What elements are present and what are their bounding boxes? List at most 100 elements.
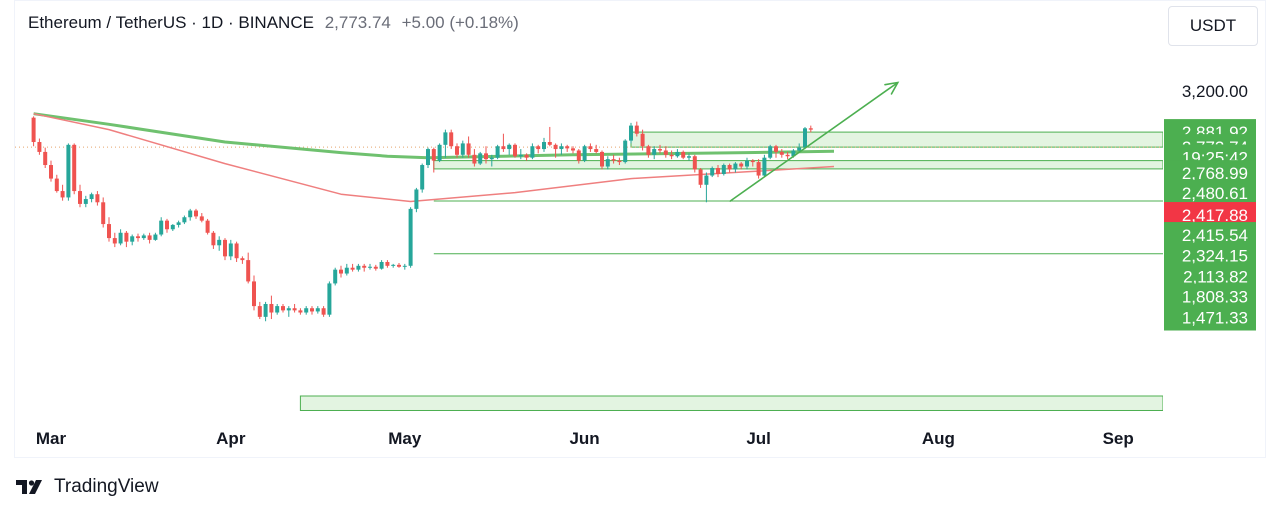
candle[interactable] bbox=[286, 308, 291, 311]
candle[interactable] bbox=[362, 265, 367, 268]
candle[interactable] bbox=[37, 142, 42, 152]
candle[interactable] bbox=[153, 234, 158, 240]
candle[interactable] bbox=[774, 146, 778, 152]
candle[interactable] bbox=[170, 224, 175, 230]
candle[interactable] bbox=[66, 144, 71, 198]
candle[interactable] bbox=[240, 258, 245, 261]
candle[interactable] bbox=[652, 149, 657, 155]
candle[interactable] bbox=[205, 220, 210, 233]
candle[interactable] bbox=[118, 232, 123, 244]
candle[interactable] bbox=[275, 306, 280, 313]
candle[interactable] bbox=[165, 220, 169, 230]
candle[interactable] bbox=[518, 154, 523, 157]
candle[interactable] bbox=[791, 150, 796, 157]
candle[interactable] bbox=[95, 194, 100, 203]
candle[interactable] bbox=[252, 281, 256, 307]
ma-long-line[interactable] bbox=[33, 112, 835, 160]
candle[interactable] bbox=[501, 146, 506, 150]
candle[interactable] bbox=[368, 266, 372, 268]
candle[interactable] bbox=[188, 210, 193, 218]
candle[interactable] bbox=[107, 224, 111, 239]
candle[interactable] bbox=[513, 144, 517, 157]
candle[interactable] bbox=[716, 168, 720, 175]
candle[interactable] bbox=[292, 308, 297, 311]
candle[interactable] bbox=[344, 267, 349, 274]
candle[interactable] bbox=[350, 267, 355, 270]
candle[interactable] bbox=[658, 149, 662, 151]
candle[interactable] bbox=[727, 165, 732, 170]
candle[interactable] bbox=[507, 144, 512, 150]
support-zone[interactable] bbox=[299, 395, 1163, 411]
candle[interactable] bbox=[733, 163, 738, 170]
candle[interactable] bbox=[78, 191, 82, 204]
candle[interactable] bbox=[762, 157, 767, 176]
candle[interactable] bbox=[634, 125, 639, 134]
candle[interactable] bbox=[281, 306, 285, 311]
candle[interactable] bbox=[449, 132, 454, 147]
candle[interactable] bbox=[263, 303, 268, 317]
candle[interactable] bbox=[124, 232, 129, 242]
candle[interactable] bbox=[611, 159, 616, 161]
candle[interactable] bbox=[333, 269, 338, 284]
candle[interactable] bbox=[600, 151, 604, 167]
candle[interactable] bbox=[339, 269, 343, 274]
candle[interactable] bbox=[136, 236, 140, 239]
candle[interactable] bbox=[141, 235, 146, 239]
candle[interactable] bbox=[745, 160, 749, 167]
candle[interactable] bbox=[460, 143, 465, 155]
candle[interactable] bbox=[385, 261, 390, 266]
candle[interactable] bbox=[397, 264, 401, 267]
candle[interactable] bbox=[43, 151, 48, 166]
candle[interactable] bbox=[321, 308, 326, 315]
candle[interactable] bbox=[571, 148, 575, 151]
candle[interactable] bbox=[89, 194, 94, 200]
candle[interactable] bbox=[698, 169, 703, 185]
candle[interactable] bbox=[785, 154, 790, 157]
candle[interactable] bbox=[31, 117, 36, 143]
candle[interactable] bbox=[298, 310, 303, 313]
candle[interactable] bbox=[391, 264, 396, 266]
candle[interactable] bbox=[669, 154, 674, 157]
candle[interactable] bbox=[489, 157, 494, 160]
candle[interactable] bbox=[130, 236, 135, 242]
candle[interactable] bbox=[565, 146, 570, 149]
candle[interactable] bbox=[472, 154, 477, 164]
candle[interactable] bbox=[356, 265, 361, 270]
candle[interactable] bbox=[199, 216, 204, 221]
candle[interactable] bbox=[246, 260, 251, 282]
candle[interactable] bbox=[443, 132, 448, 145]
candle[interactable] bbox=[304, 308, 309, 313]
candle[interactable] bbox=[692, 156, 697, 170]
candle[interactable] bbox=[576, 150, 581, 161]
candle[interactable] bbox=[768, 146, 773, 158]
candle[interactable] bbox=[194, 210, 198, 217]
candle[interactable] bbox=[379, 261, 384, 269]
candle[interactable] bbox=[310, 308, 314, 312]
candle[interactable] bbox=[663, 150, 668, 155]
candle[interactable] bbox=[478, 153, 483, 164]
candle[interactable] bbox=[739, 163, 744, 167]
candle[interactable] bbox=[60, 191, 65, 198]
candle[interactable] bbox=[808, 128, 813, 130]
candle[interactable] bbox=[797, 147, 802, 151]
candle[interactable] bbox=[681, 151, 686, 158]
candle[interactable] bbox=[408, 208, 413, 266]
candle[interactable] bbox=[559, 146, 564, 150]
candle[interactable] bbox=[617, 160, 622, 163]
candle[interactable] bbox=[112, 238, 117, 244]
candle[interactable] bbox=[373, 266, 378, 269]
candle[interactable] bbox=[72, 144, 77, 192]
support-zone[interactable] bbox=[433, 160, 1163, 170]
candle[interactable] bbox=[623, 140, 628, 163]
candle[interactable] bbox=[101, 202, 106, 225]
candle[interactable] bbox=[176, 222, 181, 225]
candle[interactable] bbox=[547, 142, 552, 145]
candle[interactable] bbox=[721, 165, 726, 175]
candle[interactable] bbox=[426, 149, 430, 166]
candle[interactable] bbox=[687, 156, 691, 158]
candle[interactable] bbox=[217, 239, 222, 246]
candle[interactable] bbox=[402, 265, 407, 267]
candle[interactable] bbox=[437, 144, 442, 161]
candle[interactable] bbox=[542, 142, 546, 150]
